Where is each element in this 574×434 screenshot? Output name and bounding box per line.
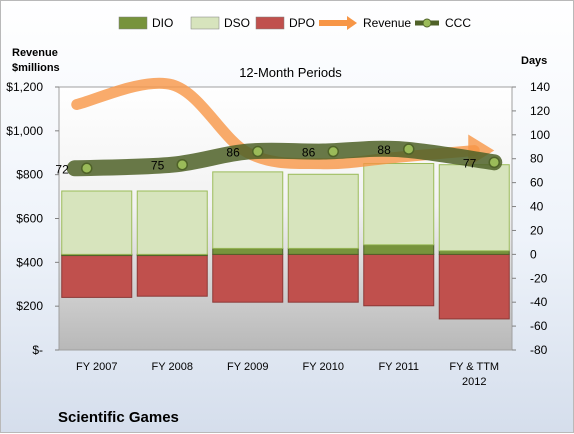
bar-dso bbox=[61, 190, 133, 255]
left-axis-title: $millions bbox=[12, 62, 60, 74]
ccc-data-label: 86 bbox=[302, 146, 316, 160]
right-tick-label: -60 bbox=[530, 319, 548, 333]
bar-dio bbox=[438, 250, 510, 255]
ccc-marker bbox=[488, 156, 500, 169]
left-tick-label: $600 bbox=[16, 212, 43, 226]
ccc-marker bbox=[403, 143, 415, 155]
bar-dpo bbox=[61, 253, 133, 298]
bar-dpo bbox=[212, 253, 284, 303]
ccc-marker bbox=[81, 162, 93, 175]
category-label: FY 2008 bbox=[152, 361, 193, 373]
bar-dso bbox=[136, 190, 208, 255]
legend-label: DPO bbox=[289, 16, 315, 30]
category-label: FY & TTM bbox=[449, 361, 499, 373]
left-tick-label: $400 bbox=[16, 255, 43, 269]
right-tick-label: 140 bbox=[530, 80, 550, 94]
left-tick-label: $1,000 bbox=[6, 124, 43, 138]
bar-dio bbox=[212, 247, 284, 255]
ccc-data-label: 77 bbox=[463, 156, 477, 170]
ccc-marker bbox=[252, 145, 264, 158]
left-tick-label: $1,200 bbox=[6, 80, 43, 94]
right-tick-label: 80 bbox=[530, 152, 544, 166]
bar-dpo bbox=[438, 253, 510, 320]
left-tick-label: $800 bbox=[16, 168, 43, 182]
right-tick-label: 0 bbox=[530, 247, 537, 261]
category-label: FY 2009 bbox=[227, 361, 268, 373]
legend-swatch-dpo bbox=[255, 16, 285, 30]
right-tick-label: 60 bbox=[530, 176, 544, 190]
legend-label: CCC bbox=[445, 16, 471, 30]
legend-label: DSO bbox=[224, 16, 250, 30]
bar-dpo bbox=[136, 253, 208, 297]
legend-marker bbox=[422, 18, 432, 28]
ccc-data-label: 88 bbox=[377, 143, 391, 157]
category-label: 2012 bbox=[462, 376, 486, 388]
ccc-data-label: 86 bbox=[226, 146, 240, 160]
bar-dso bbox=[438, 164, 510, 252]
right-tick-label: 120 bbox=[530, 104, 550, 118]
right-tick-label: -80 bbox=[530, 343, 548, 357]
legend-label: Revenue bbox=[363, 16, 411, 30]
bar-dso bbox=[212, 171, 284, 249]
right-tick-label: -20 bbox=[530, 271, 548, 285]
right-tick-label: 40 bbox=[530, 200, 544, 214]
left-axis-title: Revenue bbox=[12, 47, 58, 59]
legend-swatch-dso bbox=[190, 16, 220, 30]
category-label: FY 2007 bbox=[76, 361, 117, 373]
right-tick-label: -40 bbox=[530, 295, 548, 309]
bar-dpo bbox=[287, 253, 359, 303]
chart-title: 12-Month Periods bbox=[239, 65, 342, 80]
bar-dso bbox=[363, 163, 435, 246]
left-tick-label: $- bbox=[32, 343, 43, 357]
right-axis-title: Days bbox=[521, 55, 547, 67]
bar-dpo bbox=[363, 253, 435, 307]
bar-dso bbox=[287, 173, 359, 249]
legend-arrowhead bbox=[347, 16, 357, 30]
ccc-marker bbox=[327, 145, 339, 158]
plot-area bbox=[58, 86, 513, 351]
bar-dio bbox=[287, 247, 359, 255]
ccc-data-label: 75 bbox=[151, 159, 165, 173]
category-label: FY 2011 bbox=[378, 361, 419, 373]
legend-label: DIO bbox=[152, 16, 173, 30]
company-name: Scientific Games bbox=[58, 409, 179, 426]
legend-swatch-dio bbox=[118, 16, 148, 30]
category-label: FY 2010 bbox=[303, 361, 344, 373]
right-tick-label: 100 bbox=[530, 128, 550, 142]
bar-dio bbox=[363, 244, 435, 255]
ccc-marker bbox=[176, 158, 188, 171]
ccc-data-label: 72 bbox=[55, 162, 69, 176]
left-tick-label: $200 bbox=[16, 299, 43, 313]
right-tick-label: 20 bbox=[530, 223, 544, 237]
